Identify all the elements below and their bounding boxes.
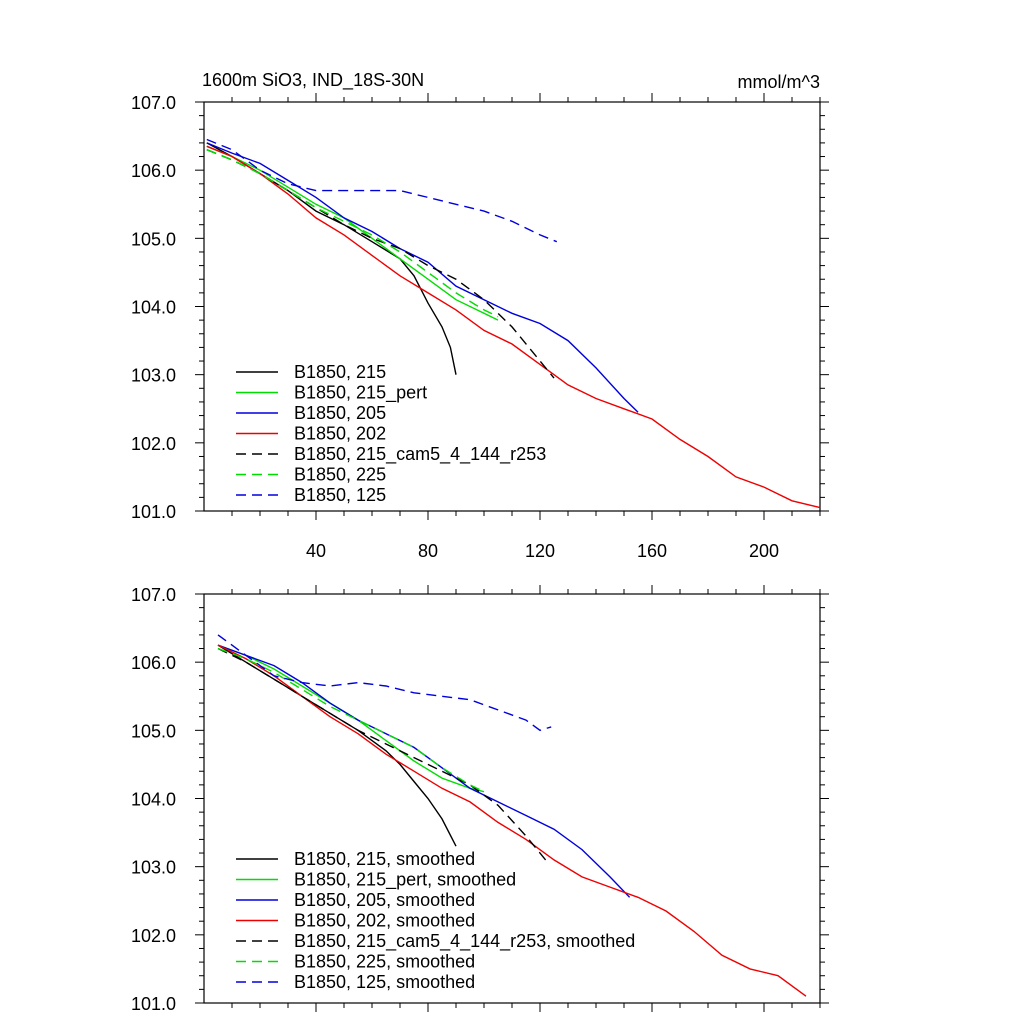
legend-label: B1850, 202, smoothed [294,911,475,931]
y-tick-label: 103.0 [131,858,176,878]
series-line [217,644,457,847]
series-top [206,138,821,509]
y-tick-label: 102.0 [131,434,176,454]
series-line [206,149,555,379]
legend-label: B1850, 202 [294,424,386,444]
legend-label: B1850, 225 [294,465,386,485]
y-tick-label: 104.0 [131,790,176,810]
x-tick-label: 80 [418,541,438,561]
legend-label: B1850, 205, smoothed [294,890,475,910]
series-bottom [217,634,807,997]
series-line [206,145,821,509]
y-tick-label: 103.0 [131,366,176,386]
y-tick-label: 104.0 [131,298,176,318]
series-line [217,647,547,861]
axes-top: 101.0 102.0 103.0 104.0 105.0 106.0 107.0 40 80 1… [131,93,829,561]
series-line [217,644,807,997]
y-tick-label: 106.0 [131,161,176,181]
chart-title: 1600m SiO3, IND_18S-30N [202,70,424,91]
series-line [206,142,457,375]
axes-bottom: 101.0 102.0 103.0 104.0 105.0 106.0 107.0 [131,585,829,1014]
y-tick-label: 101.0 [131,502,176,522]
legend-label: B1850, 215_cam5_4_144_r253, smoothed [294,931,635,952]
series-line [206,145,499,321]
series-line [217,644,631,898]
y-tick-label: 106.0 [131,653,176,673]
x-tick-label: 120 [525,541,555,561]
legend-label: B1850, 205 [294,403,386,423]
legend-label: B1850, 215_cam5_4_144_r253 [294,444,546,465]
y-tick-label: 101.0 [131,994,176,1014]
y-tick-label: 105.0 [131,229,176,249]
x-tick-label: 40 [306,541,326,561]
legend-label: B1850, 125, smoothed [294,972,475,992]
series-line [206,149,499,318]
y-tick-label: 105.0 [131,721,176,741]
legend-label: B1850, 215, smoothed [294,849,475,869]
series-line [206,138,558,243]
bottom-panel: 101.0 102.0 103.0 104.0 105.0 106.0 107.0 B185… [131,585,829,1014]
legend-label: B1850, 215_pert, smoothed [294,870,516,891]
y-tick-label: 107.0 [131,93,176,113]
legend-label: B1850, 215_pert [294,383,427,404]
units-label: mmol/m^3 [738,72,820,92]
legend-label: B1850, 225, smoothed [294,952,475,972]
top-panel: 1600m SiO3, IND_18S-30N mmol/m^3 101.010… [131,70,829,561]
series-line [217,647,485,793]
series-line [206,142,639,413]
x-tick-label: 160 [637,541,667,561]
y-tick-label: 107.0 [131,585,176,605]
legend-label: B1850, 215 [294,362,386,382]
x-tick-label: 200 [749,541,779,561]
y-tick-label: 102.0 [131,926,176,946]
legend-label: B1850, 125 [294,485,386,505]
series-line [217,634,552,732]
